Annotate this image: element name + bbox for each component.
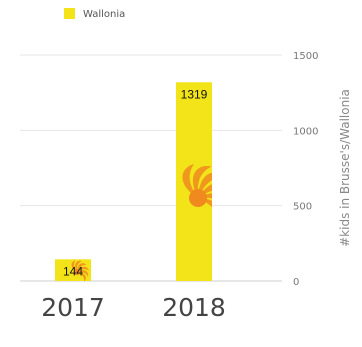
bar-2017[interactable] bbox=[55, 259, 91, 282]
y-axis-title: #kids in Brusse's/Wallonia bbox=[338, 89, 352, 247]
legend-label: Wallonia bbox=[83, 9, 125, 20]
y-tick-label: 1000 bbox=[293, 126, 318, 137]
x-tick-label-2017: 2017 bbox=[41, 293, 105, 322]
y-tick-label: 500 bbox=[293, 202, 312, 213]
flame-watermark bbox=[182, 164, 212, 226]
data-label-2018: 1319 bbox=[181, 87, 208, 101]
y-axis-ticks: 0 500 1000 1500 bbox=[293, 51, 318, 288]
data-label-2017: 144 bbox=[63, 264, 83, 278]
flame-watermark bbox=[71, 260, 89, 281]
legend-swatch bbox=[64, 8, 75, 19]
y-tick-label: 0 bbox=[293, 277, 299, 288]
gridlines bbox=[20, 54, 282, 282]
legend[interactable]: Wallonia bbox=[64, 8, 125, 20]
x-axis-labels: 2017 2018 bbox=[41, 293, 226, 322]
bar-2018[interactable] bbox=[176, 82, 235, 282]
y-tick-label: 1500 bbox=[293, 51, 318, 62]
data-labels: 144 1319 bbox=[63, 87, 208, 278]
x-tick-label-2018: 2018 bbox=[162, 293, 226, 322]
bars bbox=[55, 82, 235, 282]
